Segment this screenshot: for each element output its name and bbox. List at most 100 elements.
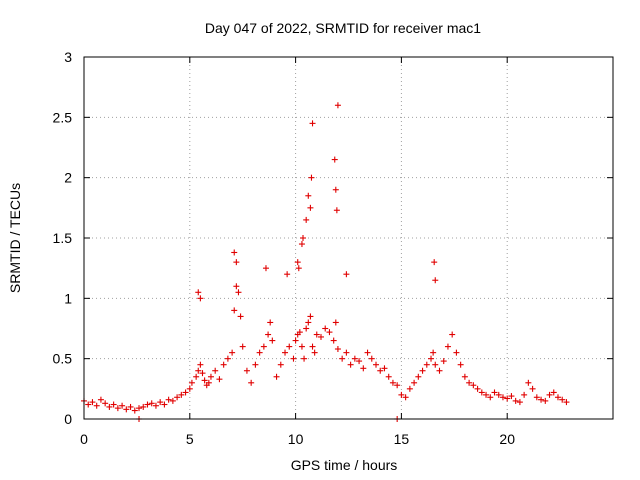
data-point	[301, 355, 308, 362]
data-point	[248, 379, 255, 386]
data-point	[431, 259, 438, 266]
data-point	[207, 373, 214, 380]
data-point	[136, 405, 143, 412]
data-point	[377, 367, 384, 374]
data-point	[193, 373, 200, 380]
data-point	[411, 379, 418, 386]
data-point	[182, 389, 189, 396]
data-point	[157, 399, 164, 406]
data-point	[292, 337, 299, 344]
data-point	[313, 331, 320, 338]
data-point	[428, 355, 435, 362]
data-point	[262, 265, 269, 272]
data-point	[188, 379, 195, 386]
chart-title: Day 047 of 2022, SRMTID for receiver mac…	[205, 20, 481, 36]
data-point	[89, 399, 96, 406]
x-axis-label: GPS time / hours	[291, 457, 398, 473]
x-tick-label: 5	[186, 431, 194, 447]
data-point	[559, 396, 566, 403]
y-tick-label: 1	[64, 290, 72, 306]
data-point	[161, 401, 168, 408]
data-point	[343, 271, 350, 278]
data-point	[119, 402, 126, 409]
data-point	[97, 396, 104, 403]
data-point	[563, 399, 570, 406]
x-tick-label: 10	[288, 431, 304, 447]
data-point	[267, 319, 274, 326]
data-point	[298, 241, 305, 248]
data-point	[333, 207, 340, 214]
data-point	[373, 361, 380, 368]
data-point	[212, 367, 219, 374]
data-point	[85, 401, 92, 408]
data-point	[398, 391, 405, 398]
data-point	[256, 349, 263, 356]
data-point	[330, 337, 337, 344]
data-point	[457, 361, 464, 368]
data-point	[197, 361, 204, 368]
y-tick-label: 3	[64, 49, 72, 65]
data-point	[334, 102, 341, 109]
data-point	[402, 394, 409, 401]
data-point	[538, 396, 545, 403]
data-point	[284, 271, 291, 278]
data-point	[252, 361, 259, 368]
data-point	[389, 379, 396, 386]
data-point	[331, 156, 338, 163]
data-point	[423, 361, 430, 368]
data-point	[356, 358, 363, 365]
data-point	[131, 407, 138, 414]
data-point	[307, 313, 314, 320]
data-point	[343, 349, 350, 356]
data-point	[106, 403, 113, 410]
data-point	[239, 343, 246, 350]
data-point	[487, 394, 494, 401]
data-point	[282, 349, 289, 356]
data-point	[233, 259, 240, 266]
data-point	[436, 367, 443, 374]
data-point	[381, 365, 388, 372]
data-point	[533, 394, 540, 401]
data-point	[432, 277, 439, 284]
data-point	[529, 385, 536, 392]
data-points	[81, 102, 570, 422]
data-point	[491, 389, 498, 396]
tick-labels: 0 0.5 1 1.5 2 2.5 3 0 5 10 15 20	[53, 49, 516, 447]
data-point	[470, 382, 477, 389]
data-point	[317, 333, 324, 340]
data-point	[229, 349, 236, 356]
x-tick-label: 15	[394, 431, 410, 447]
data-point	[326, 329, 333, 336]
data-point	[440, 358, 447, 365]
data-point	[334, 346, 341, 353]
data-point	[332, 319, 339, 326]
data-point	[360, 365, 367, 372]
data-point	[307, 204, 314, 211]
data-point	[415, 373, 422, 380]
data-point	[199, 370, 206, 377]
data-point	[127, 403, 134, 410]
data-point	[303, 216, 310, 223]
data-point	[273, 373, 280, 380]
data-point	[169, 397, 176, 404]
data-point	[516, 399, 523, 406]
data-point	[303, 325, 310, 332]
x-tick-label: 0	[80, 431, 88, 447]
data-point	[385, 373, 392, 380]
data-point	[152, 402, 159, 409]
data-point	[550, 389, 557, 396]
plot-frame	[83, 56, 614, 420]
data-point	[546, 391, 553, 398]
data-point	[311, 349, 318, 356]
data-point	[102, 400, 109, 407]
data-point	[294, 259, 301, 266]
data-point	[554, 394, 561, 401]
y-tick-label: 2	[64, 170, 72, 186]
data-point	[195, 367, 202, 374]
data-point	[339, 355, 346, 362]
data-point	[235, 289, 242, 296]
data-point	[432, 361, 439, 368]
data-point	[430, 349, 437, 356]
data-point	[461, 373, 468, 380]
